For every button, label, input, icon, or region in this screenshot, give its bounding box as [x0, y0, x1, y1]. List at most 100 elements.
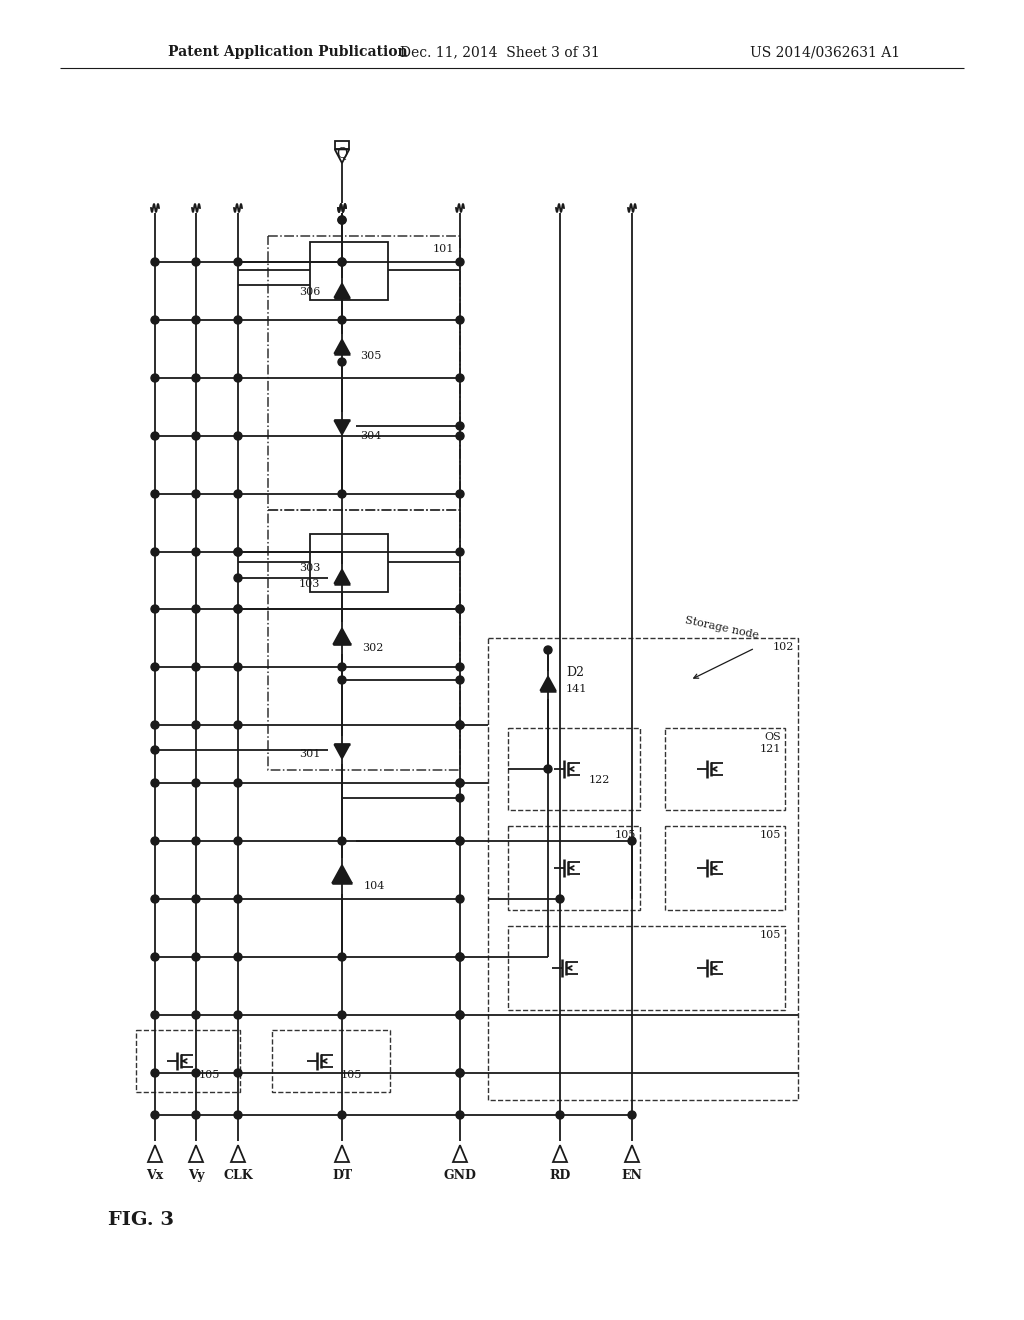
Text: Storage node: Storage node: [684, 615, 760, 640]
Circle shape: [338, 663, 346, 671]
Circle shape: [628, 1111, 636, 1119]
Circle shape: [456, 374, 464, 381]
Text: FIG. 3: FIG. 3: [108, 1210, 174, 1229]
Circle shape: [151, 1069, 159, 1077]
Polygon shape: [334, 339, 350, 354]
Circle shape: [193, 374, 200, 381]
Circle shape: [456, 1011, 464, 1019]
Circle shape: [234, 837, 242, 845]
Circle shape: [456, 257, 464, 267]
Bar: [488, 638, 798, 1100]
Circle shape: [234, 257, 242, 267]
Text: 301: 301: [299, 748, 319, 759]
Circle shape: [456, 779, 464, 787]
Text: 306: 306: [299, 286, 319, 297]
Circle shape: [456, 605, 464, 612]
Text: Q: Q: [336, 147, 347, 161]
Text: 105: 105: [614, 830, 636, 840]
Polygon shape: [332, 865, 352, 883]
Circle shape: [456, 1069, 464, 1077]
Text: 105: 105: [760, 931, 781, 940]
Circle shape: [456, 721, 464, 729]
Circle shape: [456, 676, 464, 684]
Circle shape: [456, 1111, 464, 1119]
Bar: [136, 1030, 240, 1092]
Circle shape: [151, 953, 159, 961]
Circle shape: [544, 645, 552, 653]
Polygon shape: [231, 1146, 245, 1162]
Circle shape: [234, 605, 242, 612]
Circle shape: [193, 663, 200, 671]
Circle shape: [338, 315, 346, 323]
Circle shape: [151, 663, 159, 671]
Bar: [310, 242, 388, 300]
Text: Vy: Vy: [187, 1170, 204, 1181]
Circle shape: [544, 766, 552, 774]
Bar: [508, 729, 640, 810]
Text: D2: D2: [566, 667, 584, 680]
Text: 141: 141: [566, 684, 588, 694]
Text: 122: 122: [589, 775, 610, 785]
Text: 305: 305: [360, 351, 381, 360]
Polygon shape: [453, 1146, 467, 1162]
Bar: [508, 826, 640, 909]
Polygon shape: [625, 1146, 639, 1162]
Circle shape: [456, 548, 464, 556]
Circle shape: [234, 779, 242, 787]
Circle shape: [151, 746, 159, 754]
Polygon shape: [553, 1146, 567, 1162]
Text: RD: RD: [549, 1170, 570, 1181]
Text: EN: EN: [622, 1170, 642, 1181]
Circle shape: [151, 1111, 159, 1119]
Polygon shape: [189, 1146, 203, 1162]
Text: Dec. 11, 2014  Sheet 3 of 31: Dec. 11, 2014 Sheet 3 of 31: [400, 45, 600, 59]
Circle shape: [151, 779, 159, 787]
Circle shape: [234, 548, 242, 556]
Circle shape: [456, 1069, 464, 1077]
Circle shape: [193, 779, 200, 787]
Circle shape: [456, 422, 464, 430]
Circle shape: [193, 1111, 200, 1119]
Text: 304: 304: [360, 432, 381, 441]
Text: 302: 302: [362, 643, 383, 653]
Bar: [272, 1030, 390, 1092]
Circle shape: [338, 490, 346, 498]
Circle shape: [338, 216, 346, 224]
Polygon shape: [334, 420, 350, 434]
Polygon shape: [148, 1146, 162, 1162]
Circle shape: [151, 257, 159, 267]
Circle shape: [234, 315, 242, 323]
Circle shape: [193, 895, 200, 903]
Circle shape: [456, 605, 464, 612]
Text: GND: GND: [443, 1170, 476, 1181]
Circle shape: [456, 953, 464, 961]
Polygon shape: [334, 284, 350, 297]
Polygon shape: [334, 570, 350, 583]
Circle shape: [628, 837, 636, 845]
Text: DT: DT: [332, 1170, 352, 1181]
Bar: [665, 826, 785, 909]
Text: Vx: Vx: [146, 1170, 164, 1181]
Circle shape: [151, 1011, 159, 1019]
Circle shape: [151, 548, 159, 556]
Circle shape: [456, 953, 464, 961]
Text: CLK: CLK: [223, 1170, 253, 1181]
Circle shape: [456, 432, 464, 440]
Circle shape: [338, 257, 346, 267]
Circle shape: [456, 721, 464, 729]
Text: 103: 103: [299, 579, 319, 589]
Circle shape: [456, 895, 464, 903]
Polygon shape: [541, 677, 556, 690]
Circle shape: [151, 605, 159, 612]
Circle shape: [193, 605, 200, 612]
Circle shape: [193, 432, 200, 440]
Text: 101: 101: [432, 244, 454, 253]
Polygon shape: [335, 1146, 349, 1162]
Circle shape: [456, 837, 464, 845]
Circle shape: [234, 1111, 242, 1119]
Circle shape: [193, 548, 200, 556]
Circle shape: [556, 1111, 564, 1119]
Circle shape: [456, 779, 464, 787]
Text: OS: OS: [764, 733, 781, 742]
Circle shape: [151, 315, 159, 323]
